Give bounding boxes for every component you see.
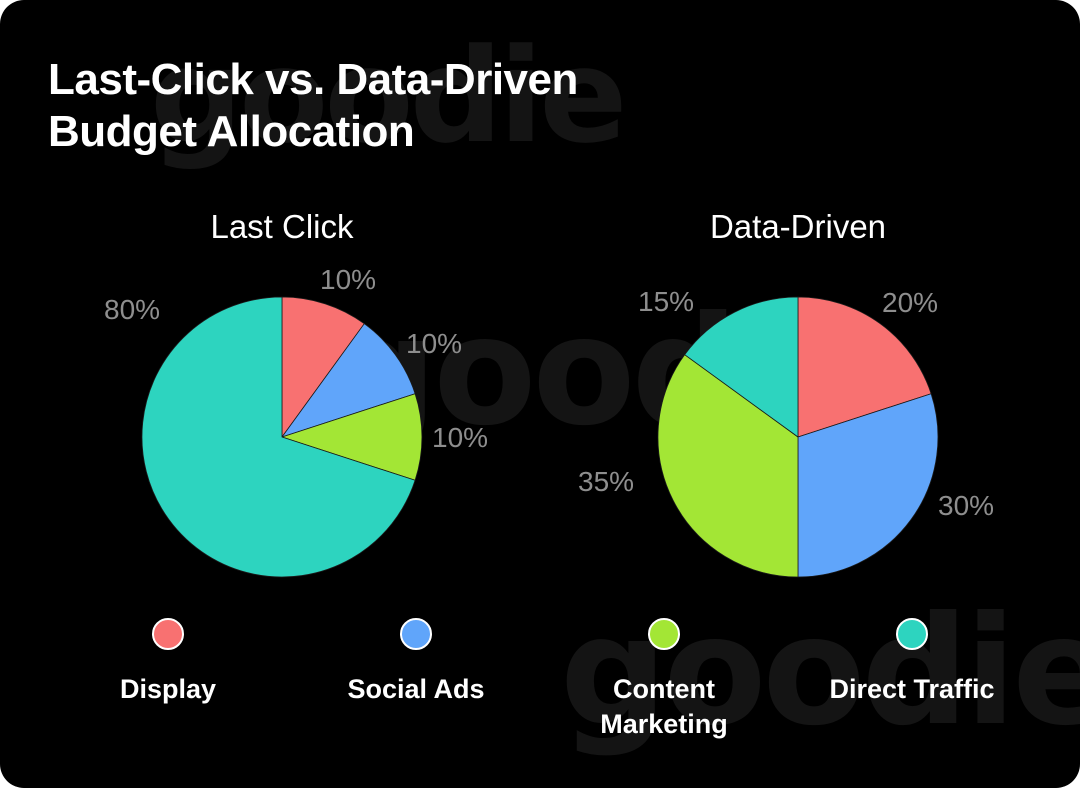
chart-title-data-driven: Data-Driven	[709, 208, 887, 245]
legend-label-direct-traffic: Direct Traffic	[829, 674, 995, 704]
legend-item-content-marketing: Content Marketing	[564, 618, 764, 742]
slice-content-marketing	[657, 354, 799, 578]
legend-dot-direct-traffic	[896, 618, 928, 650]
page-title: Last-Click vs. Data-Driven Budget Alloca…	[48, 54, 578, 158]
label-data-driven-display: 20%	[882, 287, 939, 318]
label-data-driven-social-ads: 30%	[938, 490, 995, 521]
legend-label-display: Display	[119, 674, 217, 704]
label-data-driven-content-marketing: 35%	[578, 466, 635, 497]
slice-display	[797, 296, 932, 438]
legend-dot-content-marketing	[648, 618, 680, 650]
legend-label-content-marketing: Content Marketing	[600, 674, 728, 739]
slice-social-ads	[280, 323, 416, 438]
legend-item-display: Display	[68, 618, 268, 707]
label-last-click-display: 10%	[320, 264, 377, 295]
chart-title-last-click: Last Click	[210, 208, 354, 245]
slice-direct-traffic	[684, 296, 799, 438]
legend-label-social-ads: Social Ads	[347, 674, 485, 704]
pie-data-driven	[657, 296, 939, 578]
slice-social-ads	[797, 393, 939, 578]
label-last-click-social-ads: 10%	[406, 328, 463, 359]
legend-item-social-ads: Social Ads	[316, 618, 516, 707]
title-line-1: Last-Click vs. Data-Driven	[48, 55, 578, 104]
pie-last-click	[141, 296, 423, 578]
label-data-driven-direct-traffic: 15%	[638, 286, 695, 317]
title-line-2: Budget Allocation	[48, 107, 415, 156]
slice-content-marketing	[280, 393, 423, 481]
label-last-click-direct-traffic: 80%	[104, 294, 161, 325]
legend-item-direct-traffic: Direct Traffic	[812, 618, 1012, 707]
legend-dot-display	[152, 618, 184, 650]
label-last-click-content-marketing: 10%	[432, 422, 489, 453]
slice-direct-traffic	[141, 296, 416, 578]
legend-dot-social-ads	[400, 618, 432, 650]
slice-display	[281, 296, 365, 439]
